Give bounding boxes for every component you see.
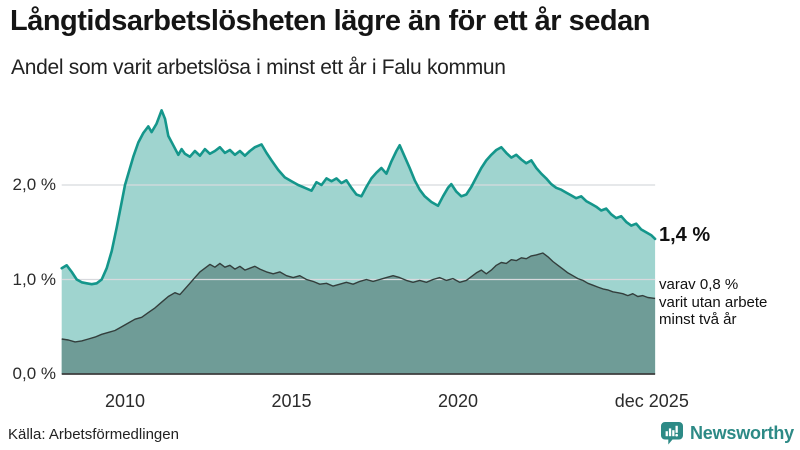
area-min-two-years [61, 253, 656, 374]
x-tick-label: 2015 [271, 391, 312, 411]
y-tick-label: 0,0 % [12, 364, 56, 383]
annotation-note-line: minst två år [659, 311, 737, 328]
source-caption: Källa: Arbetsförmedlingen [8, 426, 179, 443]
x-tick-label: 2020 [437, 391, 479, 411]
line-min-one-year [60, 109, 657, 286]
brand-name: Newsworthy [689, 422, 794, 443]
gridlines [61, 184, 656, 281]
x-tick-label: 2010 [104, 391, 146, 411]
page-subtitle: Andel som varit arbetslösa i minst ett å… [11, 56, 506, 79]
line-min-two-years [61, 252, 656, 343]
annotation-note-line: varav 0,8 % [659, 276, 739, 293]
annotation-note: varav 0,8 % varit utan arbete minst två … [659, 276, 767, 329]
x-tick-label: dec 2025 [614, 391, 689, 411]
annotation-note-line: varit utan arbete [659, 293, 768, 311]
end-value-label: 1,4 % [659, 224, 711, 246]
newsworthy-logo[interactable]: Newsworthy [660, 421, 794, 445]
y-tick-label: 1,0 % [12, 269, 56, 289]
page-title: Långtidsarbetslösheten lägre än för ett … [10, 5, 650, 37]
newsworthy-bubble-chart-icon [660, 422, 683, 445]
y-tick-label: 2,0 % [12, 175, 56, 194]
